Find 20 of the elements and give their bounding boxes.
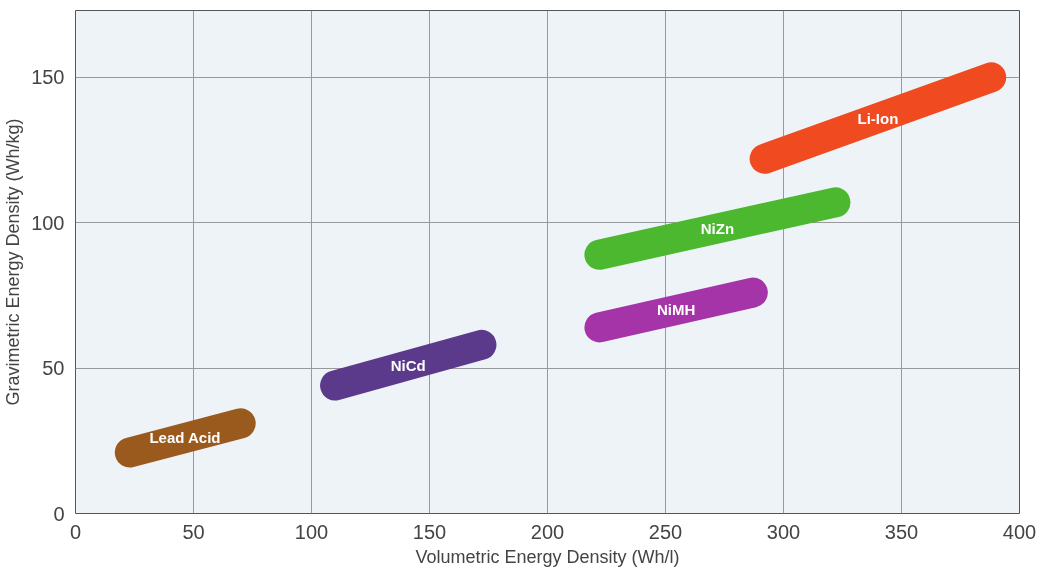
y-tick-label: 150	[31, 66, 65, 89]
x-tick-label: 150	[412, 520, 447, 543]
y-tick-label: 0	[53, 502, 65, 525]
y-tick-label: 100	[31, 211, 65, 234]
x-tick-label: 50	[182, 520, 205, 543]
x-axis-title: Volumetric Energy Density (Wh/l)	[415, 546, 680, 567]
y-tick-label: 50	[42, 357, 65, 380]
series-label: NiZn	[700, 220, 735, 238]
x-tick-label: 0	[69, 520, 82, 543]
x-tick-label: 300	[766, 520, 801, 543]
x-tick-label: 350	[884, 520, 919, 543]
series-label: Li-Ion	[857, 109, 899, 127]
x-tick-label: 200	[530, 520, 565, 543]
x-tick-label: 250	[648, 520, 683, 543]
series-label: NiCd	[390, 356, 426, 374]
x-tick-label: 100	[294, 520, 329, 543]
y-axis-title: Gravimetric Energy Density (Wh/kg)	[3, 118, 24, 406]
series-label: Lead Acid	[149, 429, 221, 447]
x-tick-label: 400	[1002, 520, 1037, 543]
series-label: NiMH	[656, 301, 696, 319]
